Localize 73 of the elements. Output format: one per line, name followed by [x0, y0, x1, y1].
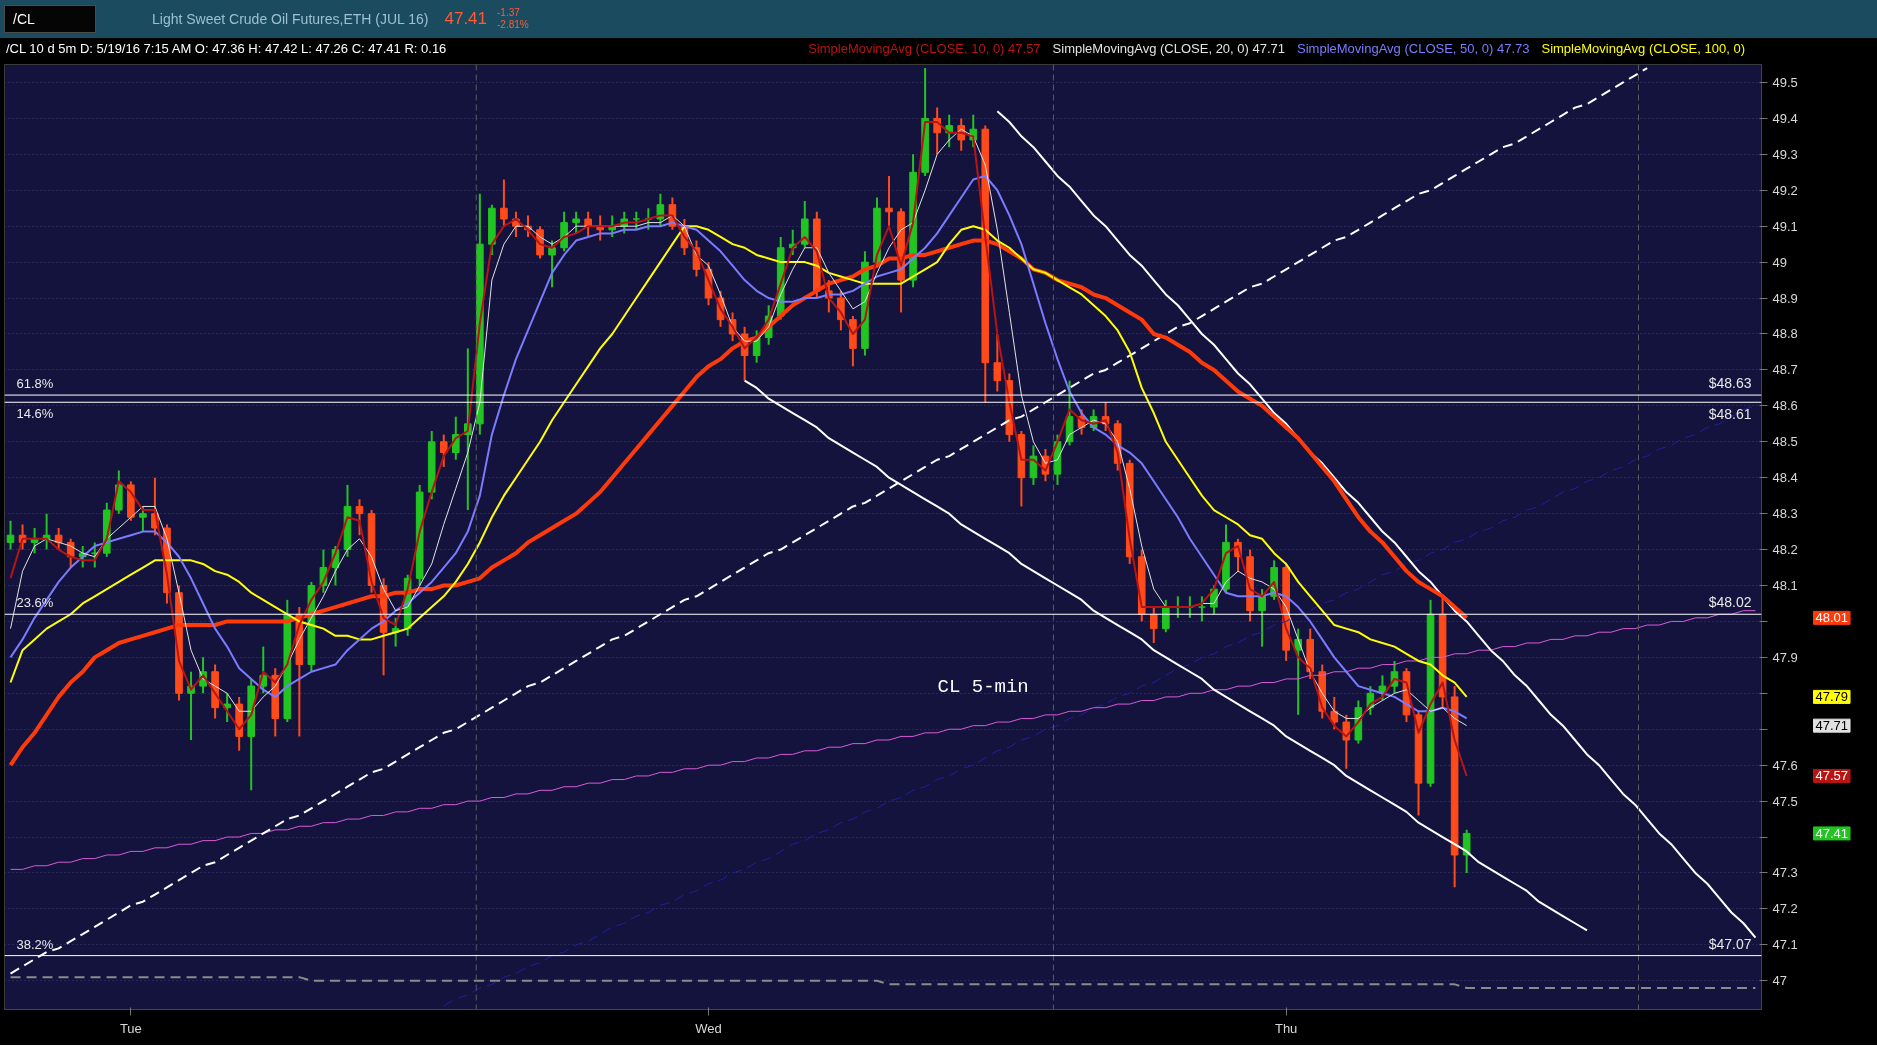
y-tick-label: 47.5 — [1772, 793, 1798, 809]
candlestick — [1342, 713, 1351, 770]
y-tick-label: 48.2 — [1772, 542, 1798, 558]
candlestick — [500, 178, 508, 228]
y-tick-label: 49.3 — [1772, 146, 1798, 162]
candlestick — [1029, 444, 1038, 486]
candlestick — [439, 433, 448, 468]
text: 48.01 — [1815, 610, 1849, 626]
y-tick-label: 48.1 — [1772, 578, 1798, 594]
y-tick-label: 47.9 — [1772, 649, 1798, 665]
x-tick-label: Wed — [695, 1020, 722, 1036]
y-tick-label: 47 — [1772, 973, 1787, 989]
y-tick-label: 48.5 — [1772, 434, 1798, 450]
candlestick — [355, 498, 364, 537]
text: 47.71 — [1815, 718, 1849, 734]
text: SimpleMovingAvg (CLOSE, 10, 0) 47.57 — [808, 39, 1041, 58]
x-tick-label: Thu — [1274, 1020, 1298, 1036]
candlestick — [572, 210, 580, 235]
candlestick — [993, 332, 1002, 393]
ref-line-label: $48.61 — [1708, 406, 1752, 423]
line-series — [10, 610, 1756, 870]
candlestick — [1162, 598, 1170, 634]
candlestick — [54, 527, 63, 551]
text: -2.81% — [497, 19, 529, 31]
candlestick — [223, 692, 231, 724]
y-tick-label: 47.6 — [1772, 757, 1798, 773]
y-tick-label: 49.2 — [1772, 182, 1798, 198]
y-tick-label: 48.3 — [1772, 506, 1798, 522]
text: 47.57 — [1815, 768, 1849, 784]
ref-line-label: $48.02 — [1708, 594, 1752, 611]
line-series — [8, 238, 1469, 768]
y-tick-label: 47.3 — [1772, 865, 1798, 881]
text: SimpleMovingAvg (CLOSE, 50, 0) 47.73 — [1297, 39, 1530, 58]
candlestick — [548, 239, 556, 289]
y-tick-label: 49.5 — [1772, 74, 1798, 90]
text: -1.37 — [497, 7, 521, 19]
text: /CL — [4, 5, 96, 33]
candlestick — [1149, 606, 1158, 644]
y-tick-label: 48.4 — [1772, 470, 1798, 486]
y-tick-label: 49.4 — [1772, 110, 1798, 126]
ref-line-label: $48.63 — [1708, 375, 1752, 392]
y-tick-label: 47.2 — [1772, 901, 1798, 917]
annotation: CL 5-min — [937, 676, 1029, 699]
candlestick — [1330, 695, 1339, 731]
text: SimpleMovingAvg (CLOSE, 20, 0) 47.71 — [1052, 39, 1286, 58]
chart-subtitle: /CL 10 d 5m D: 5/19/16 7:15 AM O: 47.36 H: 47.42 L: 47.26 C: 47.41 R: 0.16 — [6, 39, 447, 58]
candlestick — [885, 174, 893, 228]
y-tick-label: 48.7 — [1772, 362, 1798, 378]
y-tick-label: 49 — [1772, 254, 1787, 270]
chart-title: Light Sweet Crude Oil Futures,ETH (JUL 16) — [152, 10, 429, 29]
y-tick-label: 48.8 — [1772, 326, 1798, 342]
candlestick — [139, 505, 147, 533]
candlestick — [1198, 595, 1206, 623]
text: SimpleMovingAvg (CLOSE, 100, 0) — [1541, 39, 1745, 58]
annotation: 14.6% — [16, 406, 54, 422]
y-tick-label: 48.9 — [1772, 290, 1798, 306]
annotation: 38.2% — [16, 936, 54, 952]
candlestick — [1258, 588, 1266, 648]
x-tick-label: Tue — [119, 1020, 142, 1036]
y-tick-label: 48.6 — [1772, 398, 1798, 414]
candlestick — [6, 519, 15, 551]
line-series — [9, 976, 1757, 989]
candlestick — [1462, 828, 1471, 874]
annotation: 61.8% — [16, 376, 54, 392]
y-tick-label: 49.1 — [1772, 218, 1798, 234]
text: 47.41 — [1815, 825, 1849, 841]
text: 47.41 — [444, 7, 488, 30]
candlestick — [584, 210, 592, 238]
text: 47.79 — [1815, 689, 1849, 705]
candlestick — [451, 415, 460, 461]
ref-line-label: $47.07 — [1708, 935, 1752, 952]
y-tick-label: 47.1 — [1772, 937, 1798, 953]
candlestick — [656, 192, 665, 228]
